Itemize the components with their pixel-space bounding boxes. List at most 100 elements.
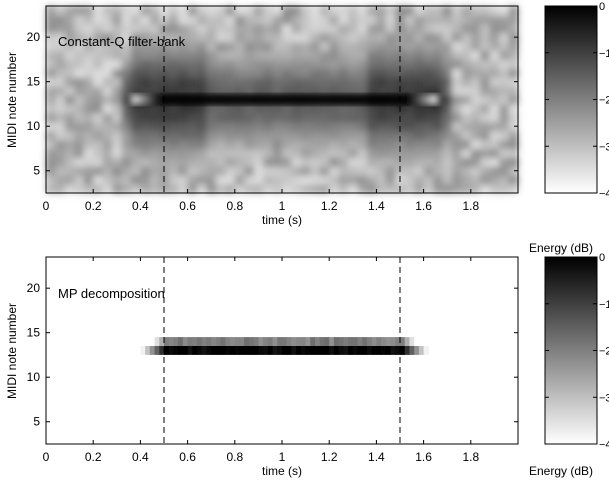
heatmap-cell <box>234 14 245 25</box>
heatmap-cell <box>300 59 311 69</box>
heatmap-cell <box>225 77 236 87</box>
heatmap-cell <box>225 157 236 167</box>
heatmap-cell <box>461 14 472 25</box>
heatmap-cell <box>46 139 56 150</box>
heatmap-cell <box>112 32 123 43</box>
heatmap-cell <box>348 175 359 185</box>
heatmap-cell <box>46 77 56 87</box>
x-tick-label: 0 <box>43 450 50 464</box>
note-ridge-cell <box>201 94 208 105</box>
heatmap-cell <box>376 50 387 60</box>
atom-cell <box>249 337 255 346</box>
x-tick-label: 1.2 <box>321 199 338 213</box>
heatmap-cell <box>338 157 349 167</box>
heatmap-cell <box>253 112 264 123</box>
heatmap-cell <box>234 157 245 167</box>
heatmap-cell <box>102 157 113 167</box>
heatmap-cell <box>187 23 198 34</box>
atom-cell <box>244 346 250 355</box>
atom-cell <box>296 346 302 355</box>
heatmap-cell <box>385 121 396 132</box>
atom-cell <box>197 337 203 346</box>
note-ridge-cell <box>333 94 340 105</box>
heatmap-cell <box>244 184 255 194</box>
heatmap-cell <box>338 112 349 123</box>
heatmap-cell <box>263 6 274 16</box>
heatmap-cell <box>310 32 321 43</box>
heatmap-cell <box>433 121 443 132</box>
heatmap-cell <box>367 184 377 194</box>
heatmap-cell <box>131 184 141 194</box>
heatmap-cell <box>348 59 359 69</box>
heatmap-cell <box>423 41 434 52</box>
atom-cell <box>201 346 208 355</box>
heatmap-cell <box>187 175 198 185</box>
heatmap-cell <box>74 23 85 34</box>
heatmap-cell <box>451 50 462 60</box>
heatmap-cell <box>282 68 292 78</box>
note-ridge-cell <box>140 94 146 105</box>
heatmap-cell <box>470 157 481 167</box>
heatmap-cell <box>225 14 236 25</box>
heatmap-cell <box>178 166 189 176</box>
heatmap-cell <box>93 130 104 141</box>
heatmap-cell <box>121 86 132 96</box>
heatmap-cell <box>319 77 330 87</box>
heatmap-cell <box>244 175 255 185</box>
atom-cell <box>376 337 382 346</box>
heatmap-cell <box>112 104 123 114</box>
heatmap-cell <box>433 59 443 69</box>
heatmap-cell <box>300 148 311 158</box>
note-ridge-cell <box>329 94 335 105</box>
heatmap-cell <box>74 157 85 167</box>
note-ridge-cell <box>277 94 283 105</box>
atom-cell <box>263 346 269 355</box>
heatmap-cell <box>451 166 462 176</box>
heatmap-cell <box>348 139 359 150</box>
heatmap-cell <box>149 14 160 25</box>
heatmap-cell <box>93 41 104 52</box>
heatmap-cell <box>367 77 377 87</box>
heatmap-cell <box>206 112 217 123</box>
heatmap-cell <box>253 166 264 176</box>
heatmap-cell <box>433 157 443 167</box>
heatmap-cell <box>131 14 141 25</box>
heatmap-cell <box>168 157 179 167</box>
heatmap-cell <box>83 6 94 16</box>
heatmap-cell <box>121 139 132 150</box>
heatmap-cell <box>433 41 443 52</box>
heatmap-cell <box>225 59 236 69</box>
y-tick-label: 10 <box>27 370 41 384</box>
atom-cell <box>154 337 160 346</box>
heatmap-cell <box>253 148 264 158</box>
heatmap-cell <box>433 86 443 96</box>
heatmap-cell <box>470 112 481 123</box>
heatmap-cell <box>244 23 255 34</box>
heatmap-cell <box>348 112 359 123</box>
heatmap-cell <box>291 77 302 87</box>
atom-cell <box>414 346 420 355</box>
heatmap-cell <box>55 14 66 25</box>
heatmap-cell <box>168 59 179 69</box>
heatmap-cell <box>300 77 311 87</box>
heatmap-cell <box>149 130 160 141</box>
heatmap-cell <box>55 104 66 114</box>
atom-cell <box>145 337 151 346</box>
heatmap-cell <box>187 86 198 96</box>
heatmap-cell <box>433 112 443 123</box>
heatmap-cell <box>291 157 302 167</box>
heatmap-cell <box>178 121 189 132</box>
x-tick-label: 0.8 <box>226 199 243 213</box>
heatmap-cell <box>499 32 510 43</box>
heatmap-cell <box>197 23 207 34</box>
heatmap-cell <box>93 112 104 123</box>
colorbar-tick-label: −40 <box>599 439 609 451</box>
heatmap-cell <box>168 41 179 52</box>
heatmap-cell <box>461 157 472 167</box>
heatmap-cell <box>131 166 141 176</box>
heatmap-cell <box>215 32 226 43</box>
heatmap-cell <box>499 157 510 167</box>
heatmap-cell <box>140 86 151 96</box>
heatmap-cell <box>206 130 217 141</box>
heatmap-cell <box>470 104 481 114</box>
